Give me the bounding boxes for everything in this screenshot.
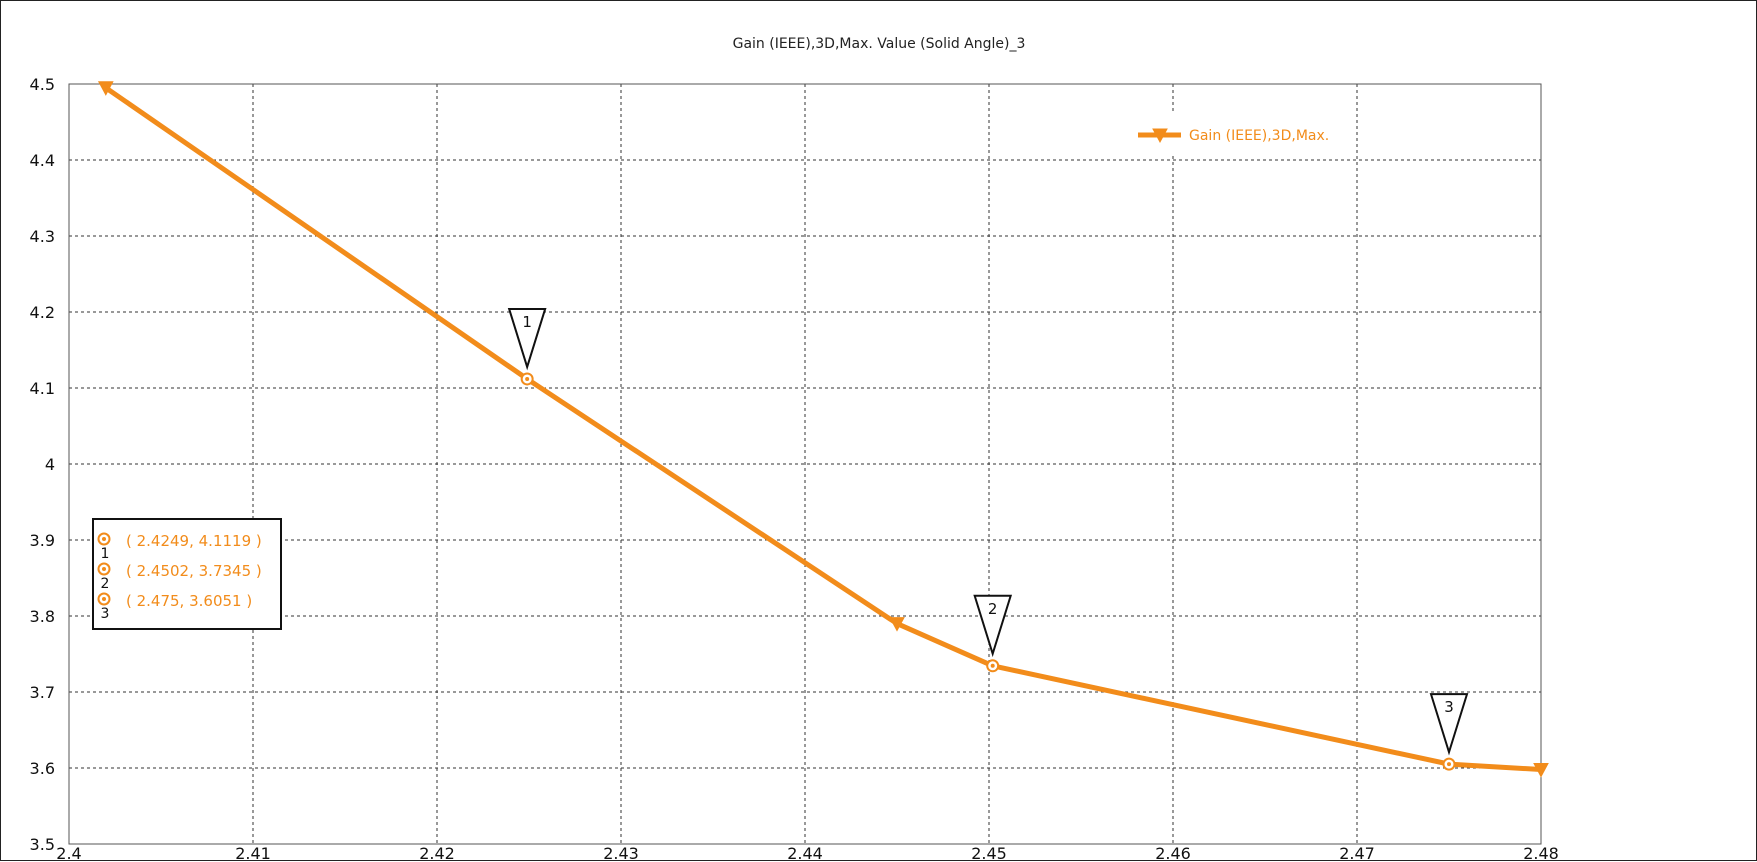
marker-point-core [991,664,995,668]
y-tick-label: 4 [45,455,55,474]
marker-table-index: 3 [101,606,110,622]
y-tick-label: 3.9 [30,531,55,550]
x-tick-label: 2.43 [603,844,639,862]
marker-layer: 1 2 3 [509,309,1467,770]
y-tick-label: 4.5 [30,75,55,94]
legend-label: Gain (IEEE),3D,Max. [1189,128,1329,144]
y-tick-label: 4.4 [30,151,55,170]
marker-table-value: ( 2.4502, 3.7345 ) [126,562,262,580]
y-tick-label: 3.7 [30,683,55,702]
y-tick-label: 4.1 [30,379,55,398]
marker-callout: 3 [1431,694,1467,770]
marker-table-index: 1 [101,546,110,562]
marker-label: 1 [522,313,532,331]
y-tick-label: 4.2 [30,303,55,322]
x-tick-label: 2.45 [971,844,1007,862]
x-tick-label: 2.46 [1155,844,1191,862]
y-tick-label: 4.3 [30,227,55,246]
marker-table-value: ( 2.475, 3.6051 ) [126,592,252,610]
marker-table-index: 2 [101,576,110,592]
y-tick-label: 3.5 [30,835,55,854]
x-tick-label: 2.42 [419,844,455,862]
marker-table-icon-core [102,567,106,571]
marker-table-icon-core [102,597,106,601]
marker-label: 2 [988,600,998,618]
y-tick-label: 3.8 [30,607,55,626]
legend-layer: Gain (IEEE),3D,Max. [1129,113,1349,155]
marker-table-icon-core [102,537,106,541]
x-tick-label: 2.44 [787,844,823,862]
marker-point-core [1447,762,1451,766]
marker-label: 3 [1444,698,1454,716]
y-tick-label: 3.6 [30,759,55,778]
marker-point-core [525,377,529,381]
series-line [106,88,1541,770]
marker-table-value: ( 2.4249, 4.1119 ) [126,532,262,550]
x-tick-label: 2.4 [56,844,81,862]
series-layer [99,82,1548,777]
chart-title: Gain (IEEE),3D,Max. Value (Solid Angle)_… [733,36,1026,52]
grid-layer [69,84,1541,844]
x-tick-label: 2.41 [235,844,271,862]
x-tick-label: 2.47 [1339,844,1375,862]
marker-table-layer: 1 ( 2.4249, 4.1119 ) 2 ( 2.4502, 3.7345 ) 3 (… [93,519,281,629]
x-tick-label: 2.48 [1523,844,1559,862]
